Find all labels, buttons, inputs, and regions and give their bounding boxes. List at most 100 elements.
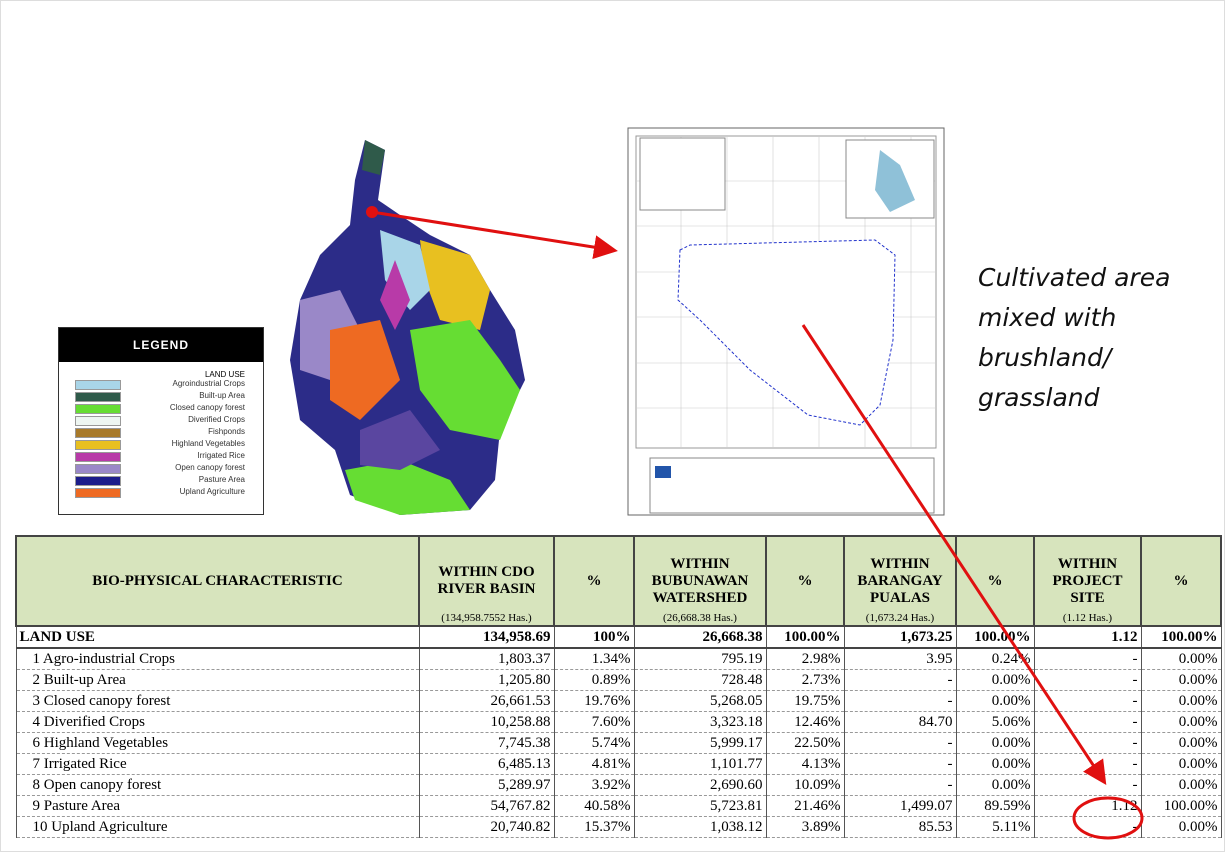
cell: 0.00% — [956, 670, 1034, 691]
legend-label: Highland Vegetables — [172, 439, 245, 448]
legend-swatch — [75, 476, 121, 486]
cell: - — [844, 775, 956, 796]
cell: 3,323.18 — [634, 712, 766, 733]
cell: - — [1034, 691, 1141, 712]
legend-label: Upland Agriculture — [180, 487, 245, 496]
cell: 0.00% — [1141, 648, 1221, 670]
legend-item: Diverified Crops — [59, 415, 263, 427]
cell: 7.60% — [554, 712, 634, 733]
cell: 0.00% — [956, 691, 1034, 712]
cell: 21.46% — [766, 796, 844, 817]
cell: 22.50% — [766, 733, 844, 754]
legend-items: Agroindustrial Crops Built-up Area Closed … — [59, 379, 263, 499]
header-title: % — [1145, 573, 1217, 590]
cell: 1.34% — [554, 648, 634, 670]
header-note: (26,668.38 Has.) — [635, 612, 765, 624]
header-cell: BIO-PHYSICAL CHARACTERISTIC — [16, 536, 419, 626]
cell: 0.00% — [1141, 670, 1221, 691]
legend-label: Built-up Area — [199, 391, 245, 400]
legend-swatch — [75, 440, 121, 450]
cell: 1.12 — [1034, 796, 1141, 817]
header-title: WITHIN BUBUNAWAN WATERSHED — [638, 556, 762, 607]
legend: LEGEND LAND USE Agroindustrial CropsBuil… — [58, 327, 264, 515]
row-label: 9 Pasture Area — [16, 796, 419, 817]
cell: 54,767.82 — [419, 796, 554, 817]
cell: 4.81% — [554, 754, 634, 775]
legend-label: Closed canopy forest — [170, 403, 245, 412]
cell: 26,668.38 — [634, 626, 766, 648]
legend-label: Diverified Crops — [188, 415, 245, 424]
header-cell: % — [956, 536, 1034, 626]
cell: 134,958.69 — [419, 626, 554, 648]
header-cell: WITHIN BUBUNAWAN WATERSHED (26,668.38 Has… — [634, 536, 766, 626]
cell: 89.59% — [956, 796, 1034, 817]
header-note: (134,958.7552 Has.) — [420, 612, 553, 624]
cell: 19.76% — [554, 691, 634, 712]
cell: 0.89% — [554, 670, 634, 691]
cell: 1,499.07 — [844, 796, 956, 817]
cell: - — [1034, 817, 1141, 838]
cell: 100.00% — [1141, 796, 1221, 817]
legend-item: Pasture Area — [59, 475, 263, 487]
cell: 19.75% — [766, 691, 844, 712]
cell: 5,723.81 — [634, 796, 766, 817]
legend-swatch — [75, 404, 121, 414]
page: LEGEND LAND USE Agroindustrial CropsBuil… — [0, 0, 1225, 852]
cell: 100% — [554, 626, 634, 648]
legend-label: Open canopy forest — [175, 463, 245, 472]
cell: 7,745.38 — [419, 733, 554, 754]
header-cell: % — [1141, 536, 1221, 626]
row-label: 4 Diverified Crops — [16, 712, 419, 733]
cell: - — [1034, 670, 1141, 691]
legend-item: Highland Vegetables — [59, 439, 263, 451]
row-label: 1 Agro-industrial Crops — [16, 648, 419, 670]
cell: 1,673.25 — [844, 626, 956, 648]
cell: 0.00% — [1141, 775, 1221, 796]
header-title: WITHIN PROJECT SITE — [1038, 556, 1137, 607]
cell: 2.98% — [766, 648, 844, 670]
legend-swatch — [75, 416, 121, 426]
legend-item: Open canopy forest — [59, 463, 263, 475]
legend-label: Agroindustrial Crops — [173, 379, 245, 388]
header-title: % — [558, 573, 630, 590]
cell: 4.13% — [766, 754, 844, 775]
cell: 10,258.88 — [419, 712, 554, 733]
legend-item: Agroindustrial Crops — [59, 379, 263, 391]
legend-label: Fishponds — [208, 427, 245, 436]
cell: 0.00% — [1141, 691, 1221, 712]
cell: 1.12 — [1034, 626, 1141, 648]
cell: 0.00% — [1141, 712, 1221, 733]
cell: 0.00% — [956, 754, 1034, 775]
cell: 100.00% — [956, 626, 1034, 648]
header-cell: % — [766, 536, 844, 626]
cell: 0.00% — [1141, 754, 1221, 775]
header-title: % — [770, 573, 840, 590]
cell: 3.95 — [844, 648, 956, 670]
header-title: WITHIN BARANGAY PUALAS — [848, 556, 952, 607]
legend-subtitle: LAND USE — [59, 370, 263, 379]
cell: 6,485.13 — [419, 754, 554, 775]
cell: - — [844, 691, 956, 712]
header-title: WITHIN CDO RIVER BASIN — [423, 564, 550, 598]
legend-swatch — [75, 452, 121, 462]
table-row: 7 Irrigated Rice6,485.134.81%1,101.774.1… — [16, 754, 1221, 775]
row-label: 8 Open canopy forest — [16, 775, 419, 796]
cell: 1,205.80 — [419, 670, 554, 691]
legend-label: Irrigated Rice — [197, 451, 245, 460]
legend-item: Built-up Area — [59, 391, 263, 403]
cell: - — [1034, 775, 1141, 796]
cell: 84.70 — [844, 712, 956, 733]
cell: 2,690.60 — [634, 775, 766, 796]
cell: 1,038.12 — [634, 817, 766, 838]
cell: 5.06% — [956, 712, 1034, 733]
table-row: LAND USE134,958.69100%26,668.38100.00%1,… — [16, 626, 1221, 648]
cell: 85.53 — [844, 817, 956, 838]
row-label: 3 Closed canopy forest — [16, 691, 419, 712]
legend-swatch — [75, 464, 121, 474]
legend-swatch — [75, 488, 121, 498]
